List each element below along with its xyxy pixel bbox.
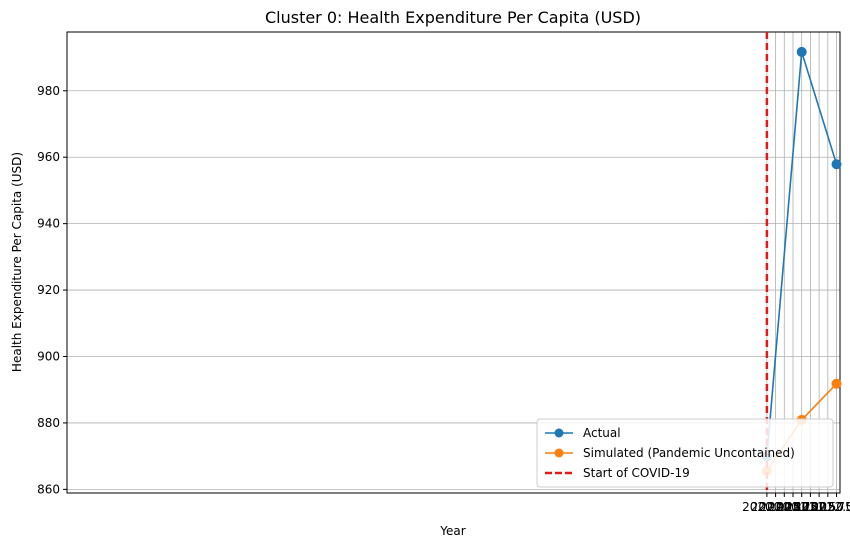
plot-frame	[66, 31, 841, 494]
data-point	[831, 378, 842, 389]
legend-label: Simulated (Pandemic Uncontained)	[583, 446, 795, 460]
legend-label: Start of COVID-19	[583, 466, 690, 480]
y-tick-label: 940	[37, 217, 60, 231]
y-tick-label: 900	[37, 349, 60, 363]
legend-marker	[554, 428, 564, 438]
x-tick-label: 2020.50	[759, 500, 809, 514]
legend-marker	[554, 448, 564, 458]
y-tick-label: 920	[37, 283, 60, 297]
x-tick-label: 2021.00	[777, 500, 827, 514]
y-tick-label: 960	[37, 150, 60, 164]
grid-layer	[67, 32, 840, 493]
legend-label: Actual	[583, 426, 621, 440]
x-tick-label: 2021.25	[786, 500, 836, 514]
y-axis-label: Health Expenditure Per Capita (USD)	[10, 152, 24, 372]
y-tick-label: 860	[37, 482, 60, 496]
chart-title: Cluster 0: Health Expenditure Per Capita…	[265, 8, 641, 27]
y-tick-label: 880	[37, 416, 60, 430]
x-axis-label: Year	[439, 524, 465, 538]
x-tick-label: 2020.00	[742, 500, 792, 514]
x-tick-label: 2021.75	[803, 500, 850, 514]
legend-box	[536, 418, 834, 488]
legend: Actual Simulated (Pandemic Uncontained) St…	[536, 418, 834, 488]
x-tick-label: 2020.25	[751, 500, 801, 514]
y-tick-label: 980	[37, 84, 60, 98]
x-tick-label: 2020.75	[768, 500, 818, 514]
axis-layer: 2020.002020.252020.502020.752021.002021.…	[37, 31, 850, 514]
data-point	[831, 159, 842, 170]
data-point	[796, 46, 807, 57]
x-tick-label: 2022.00	[812, 500, 850, 514]
x-tick-label: 2021.50	[794, 500, 844, 514]
